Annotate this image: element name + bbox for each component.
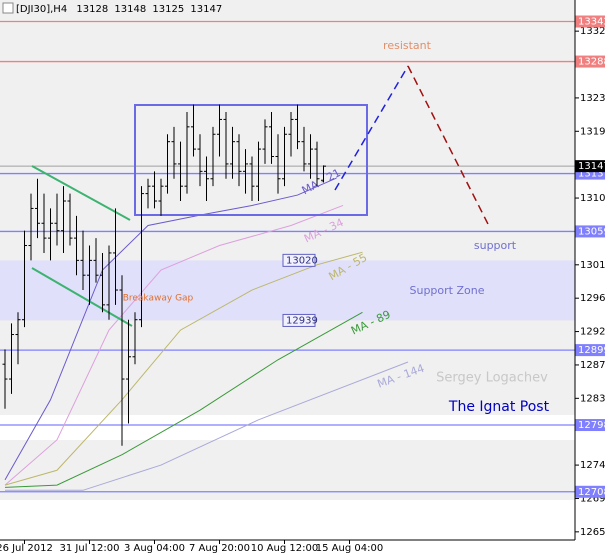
annotation: Support Zone [410,284,485,297]
level-label: 12899 [578,345,605,356]
y-tick-label: 12969 [580,293,605,304]
y-tick-label: 12834 [580,393,605,404]
y-tick-label: 12744 [580,460,605,471]
level-label: 13342 [578,17,605,28]
author: Sergey Logachev [436,371,548,386]
x-tick-label: 15 Aug 04:00 [316,543,383,554]
zone-label: 12939 [286,315,318,326]
white-band [0,415,575,440]
price-label: 13147 [578,161,605,172]
site: The Ignat Post [448,399,550,415]
white-band [0,500,575,540]
channel-line [31,267,133,327]
y-tick-label: 13329 [580,26,605,37]
x-tick-label: 31 Jul 12:00 [60,543,120,554]
x-tick-label: 7 Aug 20:00 [189,543,250,554]
moving-average [4,177,337,481]
annotation: resistant [383,39,432,52]
header: [DJI30],H4 13128 13148 13125 13147 [16,4,222,15]
y-tick-label: 13014 [580,260,605,271]
level-tag [575,419,605,432]
projection-down [407,65,491,229]
close-price: 13147 [190,4,222,15]
zone-label: 13020 [286,255,318,266]
level-label: 12708 [578,487,605,498]
moving-average [4,205,344,486]
channel-line [31,165,131,221]
zone-tag [282,253,316,267]
zone-tag [282,313,316,327]
level-tag [575,344,605,357]
moving-average [5,361,409,491]
price-tag [575,160,605,173]
annotation: support [474,239,517,252]
level-label: 13059 [578,226,605,237]
level-label: 13288 [578,57,605,68]
level-tag [575,55,605,68]
chart-icon [2,2,14,14]
x-tick-label: 3 Aug 04:00 [124,543,185,554]
low-price: 13125 [152,4,184,15]
projection-up [334,65,409,191]
range-box [134,104,368,216]
level-tag [575,225,605,238]
y-tick-label: 12924 [580,327,605,338]
x-tick-label: 10 Aug 12:00 [251,543,318,554]
annotation: Breakaway Gap [123,294,194,304]
moving-average [4,251,363,486]
moving-average [4,311,363,488]
y-tick-label: 12699 [580,493,605,504]
level-tag [575,485,605,498]
level-tag [575,15,605,28]
x-tick-label: 26 Jul 2012 [0,543,53,554]
open-price: 13128 [76,4,108,15]
high-price: 13148 [114,4,146,15]
y-tick-label: 13104 [580,193,605,204]
y-tick-label: 12654 [580,527,605,538]
y-tick-label: 13239 [580,93,605,104]
symbol: [DJI30],H4 [16,4,67,15]
y-tick-label: 13194 [580,126,605,137]
level-label: 13137 [578,169,605,180]
y-tick-label: 12879 [580,360,605,371]
level-label: 12798 [578,420,605,431]
